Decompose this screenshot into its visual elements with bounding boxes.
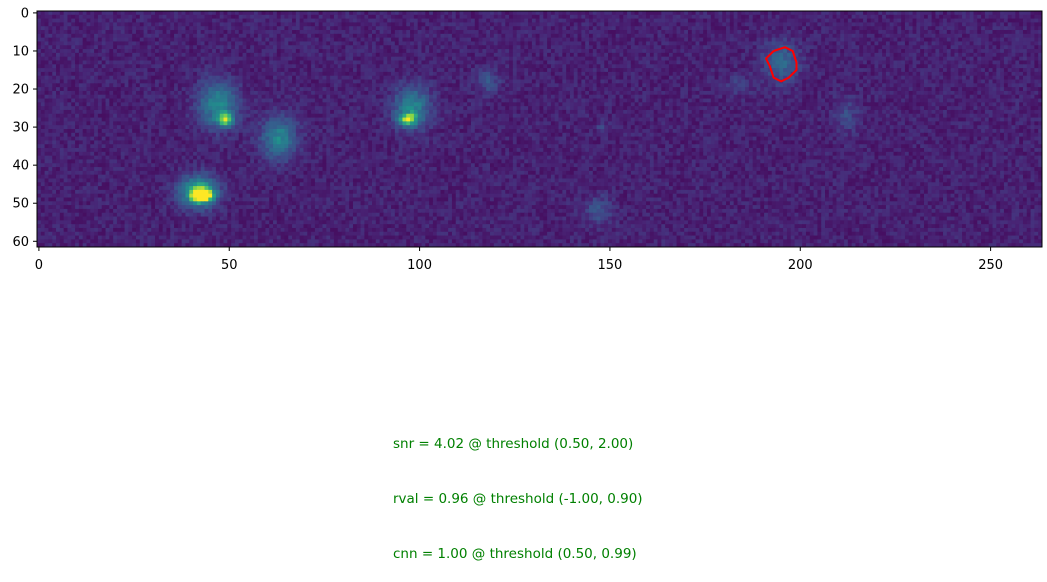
rval-metric: rval = 0.96 @ threshold (-1.00, 0.90) — [393, 490, 643, 508]
heatmap-image — [37, 11, 1043, 248]
y-tick-label: 40 — [12, 159, 29, 174]
x-tick-label: 150 — [598, 258, 623, 273]
x-tick-label: 200 — [788, 258, 813, 273]
x-tick-label: 50 — [221, 258, 238, 273]
cnn-metric: cnn = 1.00 @ threshold (0.50, 0.99) — [393, 545, 643, 563]
figure: 0 50 100 150 200 250 0 10 20 30 40 50 60 — [0, 0, 1047, 459]
x-tick-label: 100 — [407, 258, 432, 273]
y-tick-label: 0 — [21, 6, 29, 21]
y-tick-label: 50 — [12, 197, 29, 212]
y-tick-label: 20 — [12, 83, 29, 98]
y-tick-label: 10 — [12, 44, 29, 59]
y-tick-label: 60 — [12, 235, 29, 250]
image-panel: 0 50 100 150 200 250 0 10 20 30 40 50 60 — [12, 6, 1042, 273]
x-tick-label: 0 — [35, 258, 43, 273]
y-axis: 0 10 20 30 40 50 60 — [12, 6, 37, 249]
metrics-text-block: snr = 4.02 @ threshold (0.50, 2.00) rval… — [393, 398, 643, 582]
x-axis: 0 50 100 150 200 250 — [35, 247, 1003, 273]
snr-metric: snr = 4.02 @ threshold (0.50, 2.00) — [393, 435, 643, 453]
y-tick-label: 30 — [12, 121, 29, 136]
x-tick-label: 250 — [978, 258, 1003, 273]
